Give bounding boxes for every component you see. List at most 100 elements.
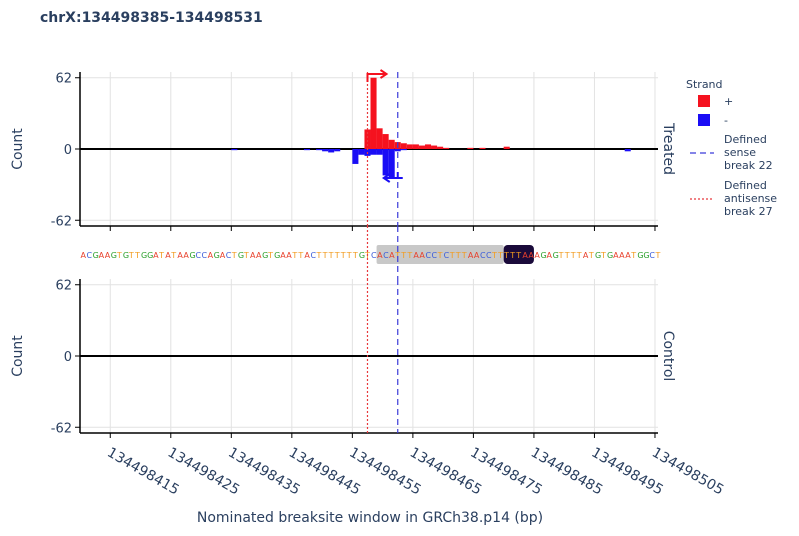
y-tick-label: 0 <box>64 350 72 365</box>
panel-label: Control <box>660 331 676 382</box>
base: T <box>291 251 297 260</box>
base: G <box>123 251 129 260</box>
base: T <box>116 251 122 260</box>
base: A <box>256 251 262 260</box>
base: T <box>170 251 176 260</box>
base: C <box>202 251 208 260</box>
base: G <box>141 251 147 260</box>
base: T <box>406 251 412 260</box>
base: G <box>643 251 649 260</box>
base: A <box>280 251 286 260</box>
legend-line-text: sense <box>724 146 759 159</box>
base: G <box>553 251 559 260</box>
base: T <box>328 251 334 260</box>
bar <box>382 149 389 176</box>
base: C <box>87 251 93 260</box>
base: T <box>515 251 521 260</box>
antisense-arrow <box>366 69 389 82</box>
base: G <box>595 251 601 260</box>
bar <box>382 134 389 149</box>
base: A <box>165 251 171 260</box>
base: A <box>183 251 189 260</box>
bar <box>437 146 444 149</box>
base: A <box>389 251 395 260</box>
base: A <box>468 251 474 260</box>
base: A <box>613 251 619 260</box>
y-tick-label: 62 <box>55 72 72 87</box>
bar <box>479 147 486 149</box>
legend-swatch <box>698 95 710 107</box>
base: A <box>619 251 625 260</box>
base: T <box>600 251 606 260</box>
legend-line-text: Defined <box>724 133 770 146</box>
base: A <box>528 251 534 260</box>
y-axis-title: Count <box>10 335 26 377</box>
base: A <box>220 251 226 260</box>
bar <box>503 146 510 149</box>
base: C <box>195 251 201 260</box>
base: A <box>81 251 87 260</box>
base: A <box>377 251 383 260</box>
base: G <box>238 251 244 260</box>
base: T <box>346 251 352 260</box>
base: G <box>214 251 220 260</box>
bar <box>412 144 419 149</box>
legend-title: Strand <box>686 78 723 91</box>
bar <box>424 144 432 149</box>
base: C <box>444 251 450 260</box>
base: G <box>111 251 117 260</box>
base: A <box>105 251 111 260</box>
base: A <box>474 251 480 260</box>
legend-label: - <box>724 114 728 127</box>
bar <box>443 147 450 149</box>
bar <box>431 145 438 149</box>
legend-label: Defined antisense break 27 <box>724 179 781 218</box>
base: T <box>570 251 576 260</box>
base: T <box>400 251 406 260</box>
base: G <box>93 251 99 260</box>
base: T <box>437 251 443 260</box>
panel-label: Treated <box>660 122 676 175</box>
base: G <box>189 251 195 260</box>
base: T <box>334 251 340 260</box>
base: C <box>425 251 431 260</box>
base: T <box>352 251 358 260</box>
bar <box>328 149 335 153</box>
base: A <box>99 251 105 260</box>
base: T <box>509 251 515 260</box>
base: T <box>158 251 164 260</box>
y-tick-label: -62 <box>51 421 72 436</box>
base: C <box>226 251 232 260</box>
bar <box>364 129 371 149</box>
sequence-highlight <box>376 245 504 264</box>
x-axis-title: Nominated breaksite window in GRCh38.p14… <box>197 510 543 526</box>
base: T <box>134 251 140 260</box>
bar <box>406 144 413 149</box>
base: T <box>461 251 467 260</box>
base: G <box>637 251 643 260</box>
base: C <box>310 251 316 260</box>
y-axis-title: Count <box>10 128 26 170</box>
bar <box>400 149 407 151</box>
y-tick-label: -62 <box>51 214 72 229</box>
legend-label: + <box>724 95 733 108</box>
base: C <box>480 251 486 260</box>
bar <box>358 149 365 155</box>
base: T <box>630 251 636 260</box>
legend-line-text: Defined <box>724 179 770 192</box>
base: A <box>547 251 553 260</box>
base: A <box>534 251 540 260</box>
base: T <box>340 251 346 260</box>
base: A <box>583 251 589 260</box>
base: T <box>491 251 497 260</box>
chart-title: chrX:134498385-134498531 <box>40 10 263 26</box>
bar <box>388 149 395 178</box>
sense-arrow <box>381 172 403 183</box>
base: G <box>262 251 268 260</box>
base: G <box>147 251 153 260</box>
base: T <box>588 251 594 260</box>
legend-label: Defined sense break 22 <box>724 133 773 172</box>
base: A <box>286 251 292 260</box>
base: A <box>177 251 183 260</box>
